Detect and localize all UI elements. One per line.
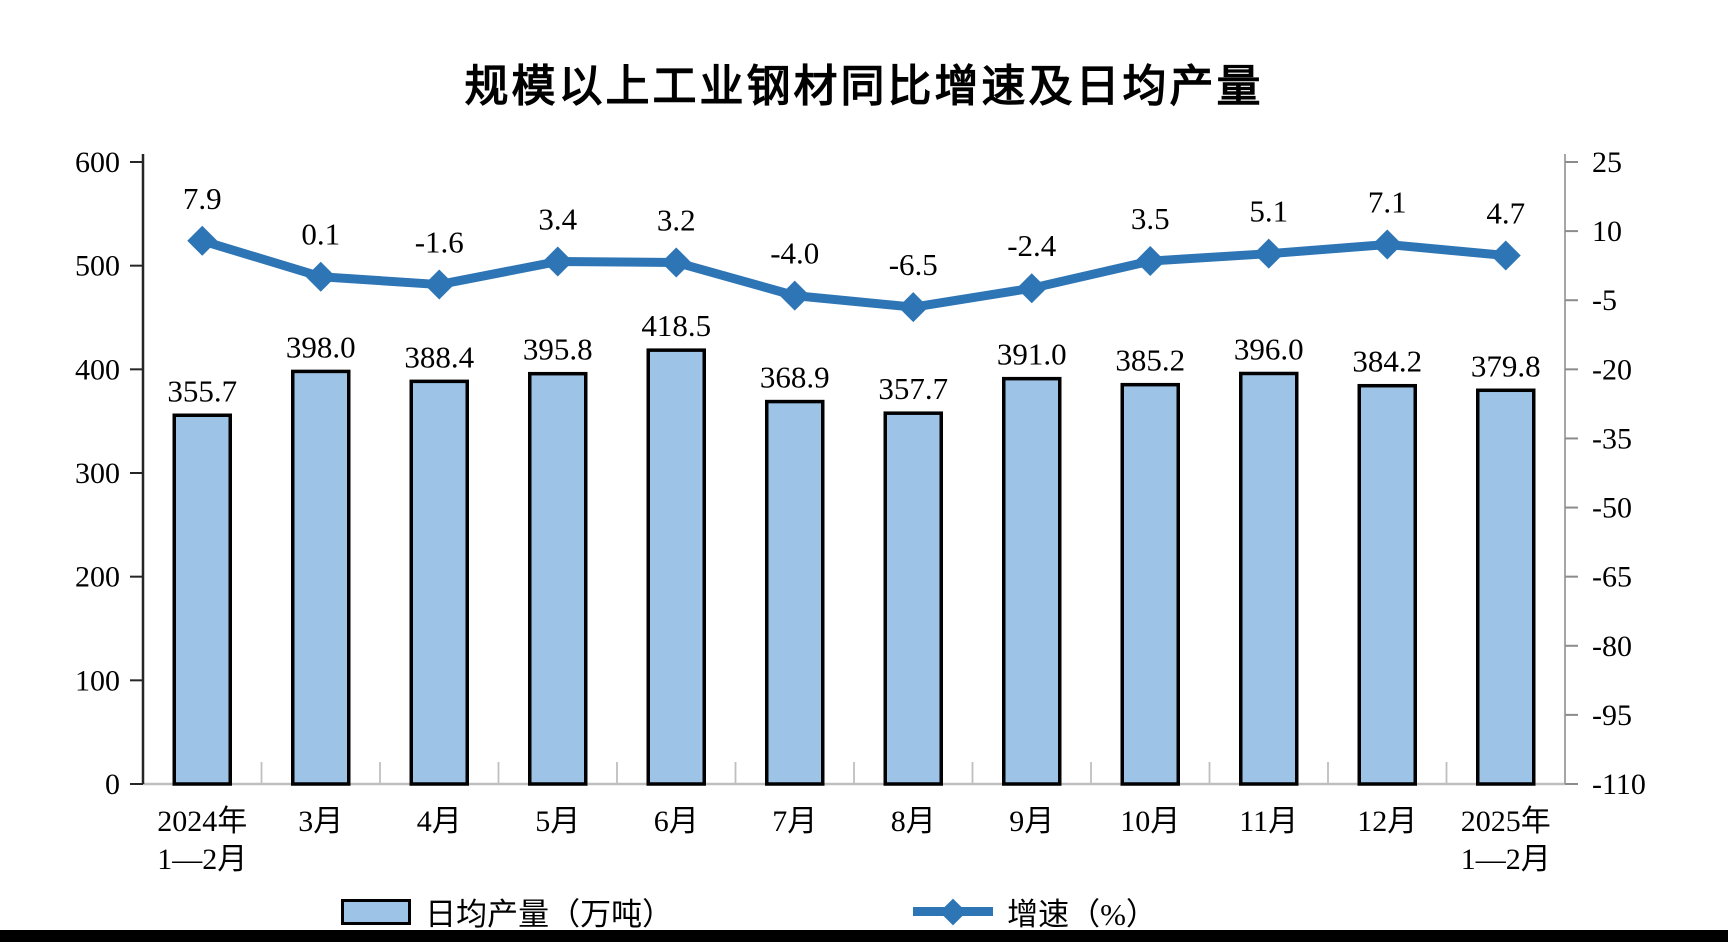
bar xyxy=(765,399,825,786)
bar-value-label: 398.0 xyxy=(286,329,356,364)
line-value-label: 4.7 xyxy=(1486,196,1525,231)
x-category-label: 7月 xyxy=(772,805,817,838)
left-axis-label: 400 xyxy=(75,353,120,386)
line-value-label: 0.1 xyxy=(301,217,340,252)
line-value-label: 7.1 xyxy=(1368,184,1407,219)
right-axis-label: -80 xyxy=(1592,630,1632,663)
bar xyxy=(646,348,706,786)
right-axis-label: -95 xyxy=(1592,699,1632,732)
bar-value-label: 368.9 xyxy=(760,360,830,395)
bar xyxy=(1002,376,1062,786)
line-marker xyxy=(898,292,929,323)
line-value-label: 3.4 xyxy=(538,202,577,237)
bar xyxy=(1357,383,1417,786)
bar-value-label: 384.2 xyxy=(1352,344,1422,379)
left-axis-label: 100 xyxy=(75,664,120,697)
bar xyxy=(883,411,943,786)
line-marker xyxy=(1372,229,1403,260)
bar xyxy=(291,369,351,786)
x-category-label: 5月 xyxy=(535,805,580,838)
bar xyxy=(1120,382,1180,786)
x-category-label: 8月 xyxy=(891,805,936,838)
right-axis-label: -65 xyxy=(1592,561,1632,594)
bar xyxy=(172,413,232,786)
legend-label-bar: 日均产量（万吨） xyxy=(425,897,674,932)
right-axis-label: -50 xyxy=(1592,492,1632,525)
bottom-black-bar xyxy=(0,930,1728,942)
line-marker-icon xyxy=(913,898,994,925)
line-value-label: 7.9 xyxy=(183,181,222,216)
legend-label-line: 增速（%） xyxy=(1007,897,1157,932)
line-marker xyxy=(779,280,810,311)
x-category-label: 4月 xyxy=(417,805,462,838)
bar-value-label: 418.5 xyxy=(641,308,711,343)
chart-legend: 日均产量（万吨） 增速（%） xyxy=(0,889,1613,934)
bar-value-label: 391.0 xyxy=(997,337,1067,372)
bar-swatch-icon xyxy=(341,898,412,925)
right-axis-label: -35 xyxy=(1592,422,1632,455)
bar xyxy=(1476,388,1536,786)
x-category-label: 10月 xyxy=(1120,805,1180,838)
line-marker xyxy=(1253,238,1284,269)
legend-item-bar: 日均产量（万吨） xyxy=(341,889,673,934)
line-value-label: -1.6 xyxy=(415,225,464,260)
bar xyxy=(528,371,588,786)
line-marker xyxy=(305,261,336,292)
line-marker xyxy=(1135,246,1166,277)
line-value-label: -2.4 xyxy=(1007,228,1057,263)
bar-value-label: 379.8 xyxy=(1471,348,1541,383)
left-axis-label: 0 xyxy=(105,768,120,801)
left-axis-label: 500 xyxy=(75,250,120,283)
bar xyxy=(409,379,469,786)
legend-item-line: 增速（%） xyxy=(913,889,1157,934)
left-axis-label: 300 xyxy=(75,457,120,490)
x-category-label: 6月 xyxy=(654,805,699,838)
diamond-icon xyxy=(939,898,967,925)
bar-value-label: 355.7 xyxy=(167,373,237,408)
growth-line xyxy=(197,236,1511,312)
line-value-label: -4.0 xyxy=(770,236,819,271)
x-category-label: 2025年 1—2月 xyxy=(1461,805,1551,876)
line-value-label: 3.5 xyxy=(1131,201,1170,236)
line-marker xyxy=(542,246,573,277)
right-axis-label: -5 xyxy=(1592,284,1617,317)
bar-value-label: 396.0 xyxy=(1234,331,1304,366)
bar-value-label: 385.2 xyxy=(1115,343,1185,378)
x-category-label: 11月 xyxy=(1239,805,1298,838)
x-category-label: 3月 xyxy=(298,805,343,838)
bar-value-label: 357.7 xyxy=(878,371,948,406)
line-marker xyxy=(1490,240,1521,271)
line-value-label: 5.1 xyxy=(1249,194,1288,229)
x-category-label: 2024年 1—2月 xyxy=(157,805,247,876)
right-axis-label: -110 xyxy=(1592,768,1646,801)
right-axis-label: 10 xyxy=(1592,215,1622,248)
right-axis-label: -20 xyxy=(1592,353,1632,386)
line-marker xyxy=(187,225,218,256)
line-value-label: -6.5 xyxy=(889,247,938,282)
bar-value-label: 395.8 xyxy=(523,332,593,367)
line-marker xyxy=(424,269,455,300)
x-category-label: 12月 xyxy=(1357,805,1417,838)
line-marker xyxy=(1016,273,1047,304)
chart-title: 规模以上工业钢材同比增速及日均产量 xyxy=(464,62,1264,111)
left-axis-label: 200 xyxy=(75,561,120,594)
bar-value-label: 388.4 xyxy=(404,339,474,374)
x-category-label: 9月 xyxy=(1009,805,1054,838)
line-value-label: 3.2 xyxy=(657,202,696,237)
right-axis-label: 25 xyxy=(1592,146,1622,179)
left-axis-label: 600 xyxy=(75,146,120,179)
bar xyxy=(1239,371,1299,786)
line-marker xyxy=(661,247,692,278)
